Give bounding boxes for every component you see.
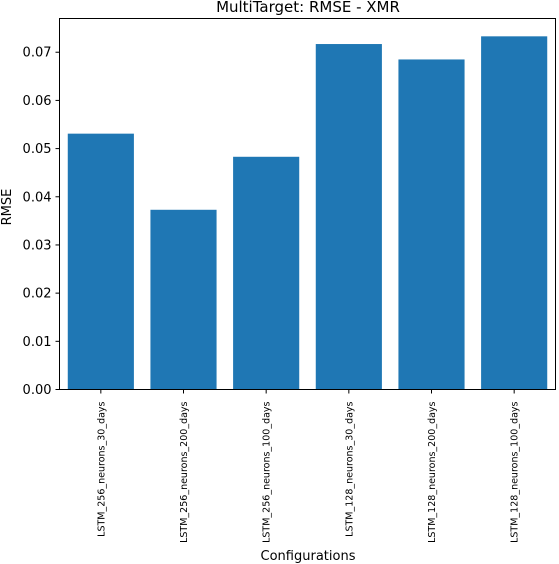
bar (481, 36, 548, 390)
y-tick-label: 0.03 (23, 238, 52, 253)
y-tick-label: 0.04 (23, 190, 52, 205)
bar (150, 209, 217, 390)
y-tick-label: 0.00 (23, 383, 52, 398)
bar (233, 156, 300, 390)
plot-frame (59, 18, 556, 390)
y-axis-label: RMSE (0, 189, 15, 226)
bar (67, 133, 134, 390)
bar (398, 59, 465, 390)
x-tick-label: LSTM_128_neurons_30_days (344, 401, 355, 536)
y-tick-label: 0.06 (23, 94, 52, 109)
x-tick-label: LSTM_128_neurons_200_days (427, 401, 438, 542)
x-tick-label: LSTM_128_neurons_100_days (510, 401, 521, 542)
y-tick-label: 0.01 (23, 335, 52, 350)
x-tick-label: LSTM_256_neurons_200_days (179, 401, 190, 542)
y-tick-label: 0.02 (23, 287, 52, 302)
x-axis-ticks: LSTM_256_neurons_30_days LSTM_256_neurons… (96, 389, 521, 543)
x-tick-label: LSTM_256_neurons_100_days (262, 401, 273, 542)
y-axis-ticks: 0.00 0.01 0.02 0.03 0.04 0.05 0.06 0.07 (23, 46, 60, 398)
x-axis-label: Configurations (261, 549, 356, 564)
y-tick-label: 0.07 (23, 46, 52, 61)
chart-title: MultiTarget: RMSE - XMR (216, 0, 400, 16)
x-tick-label: LSTM_256_neurons_30_days (96, 401, 107, 536)
bars-layer (67, 36, 548, 390)
y-tick-label: 0.05 (23, 142, 52, 157)
bar (315, 44, 382, 390)
